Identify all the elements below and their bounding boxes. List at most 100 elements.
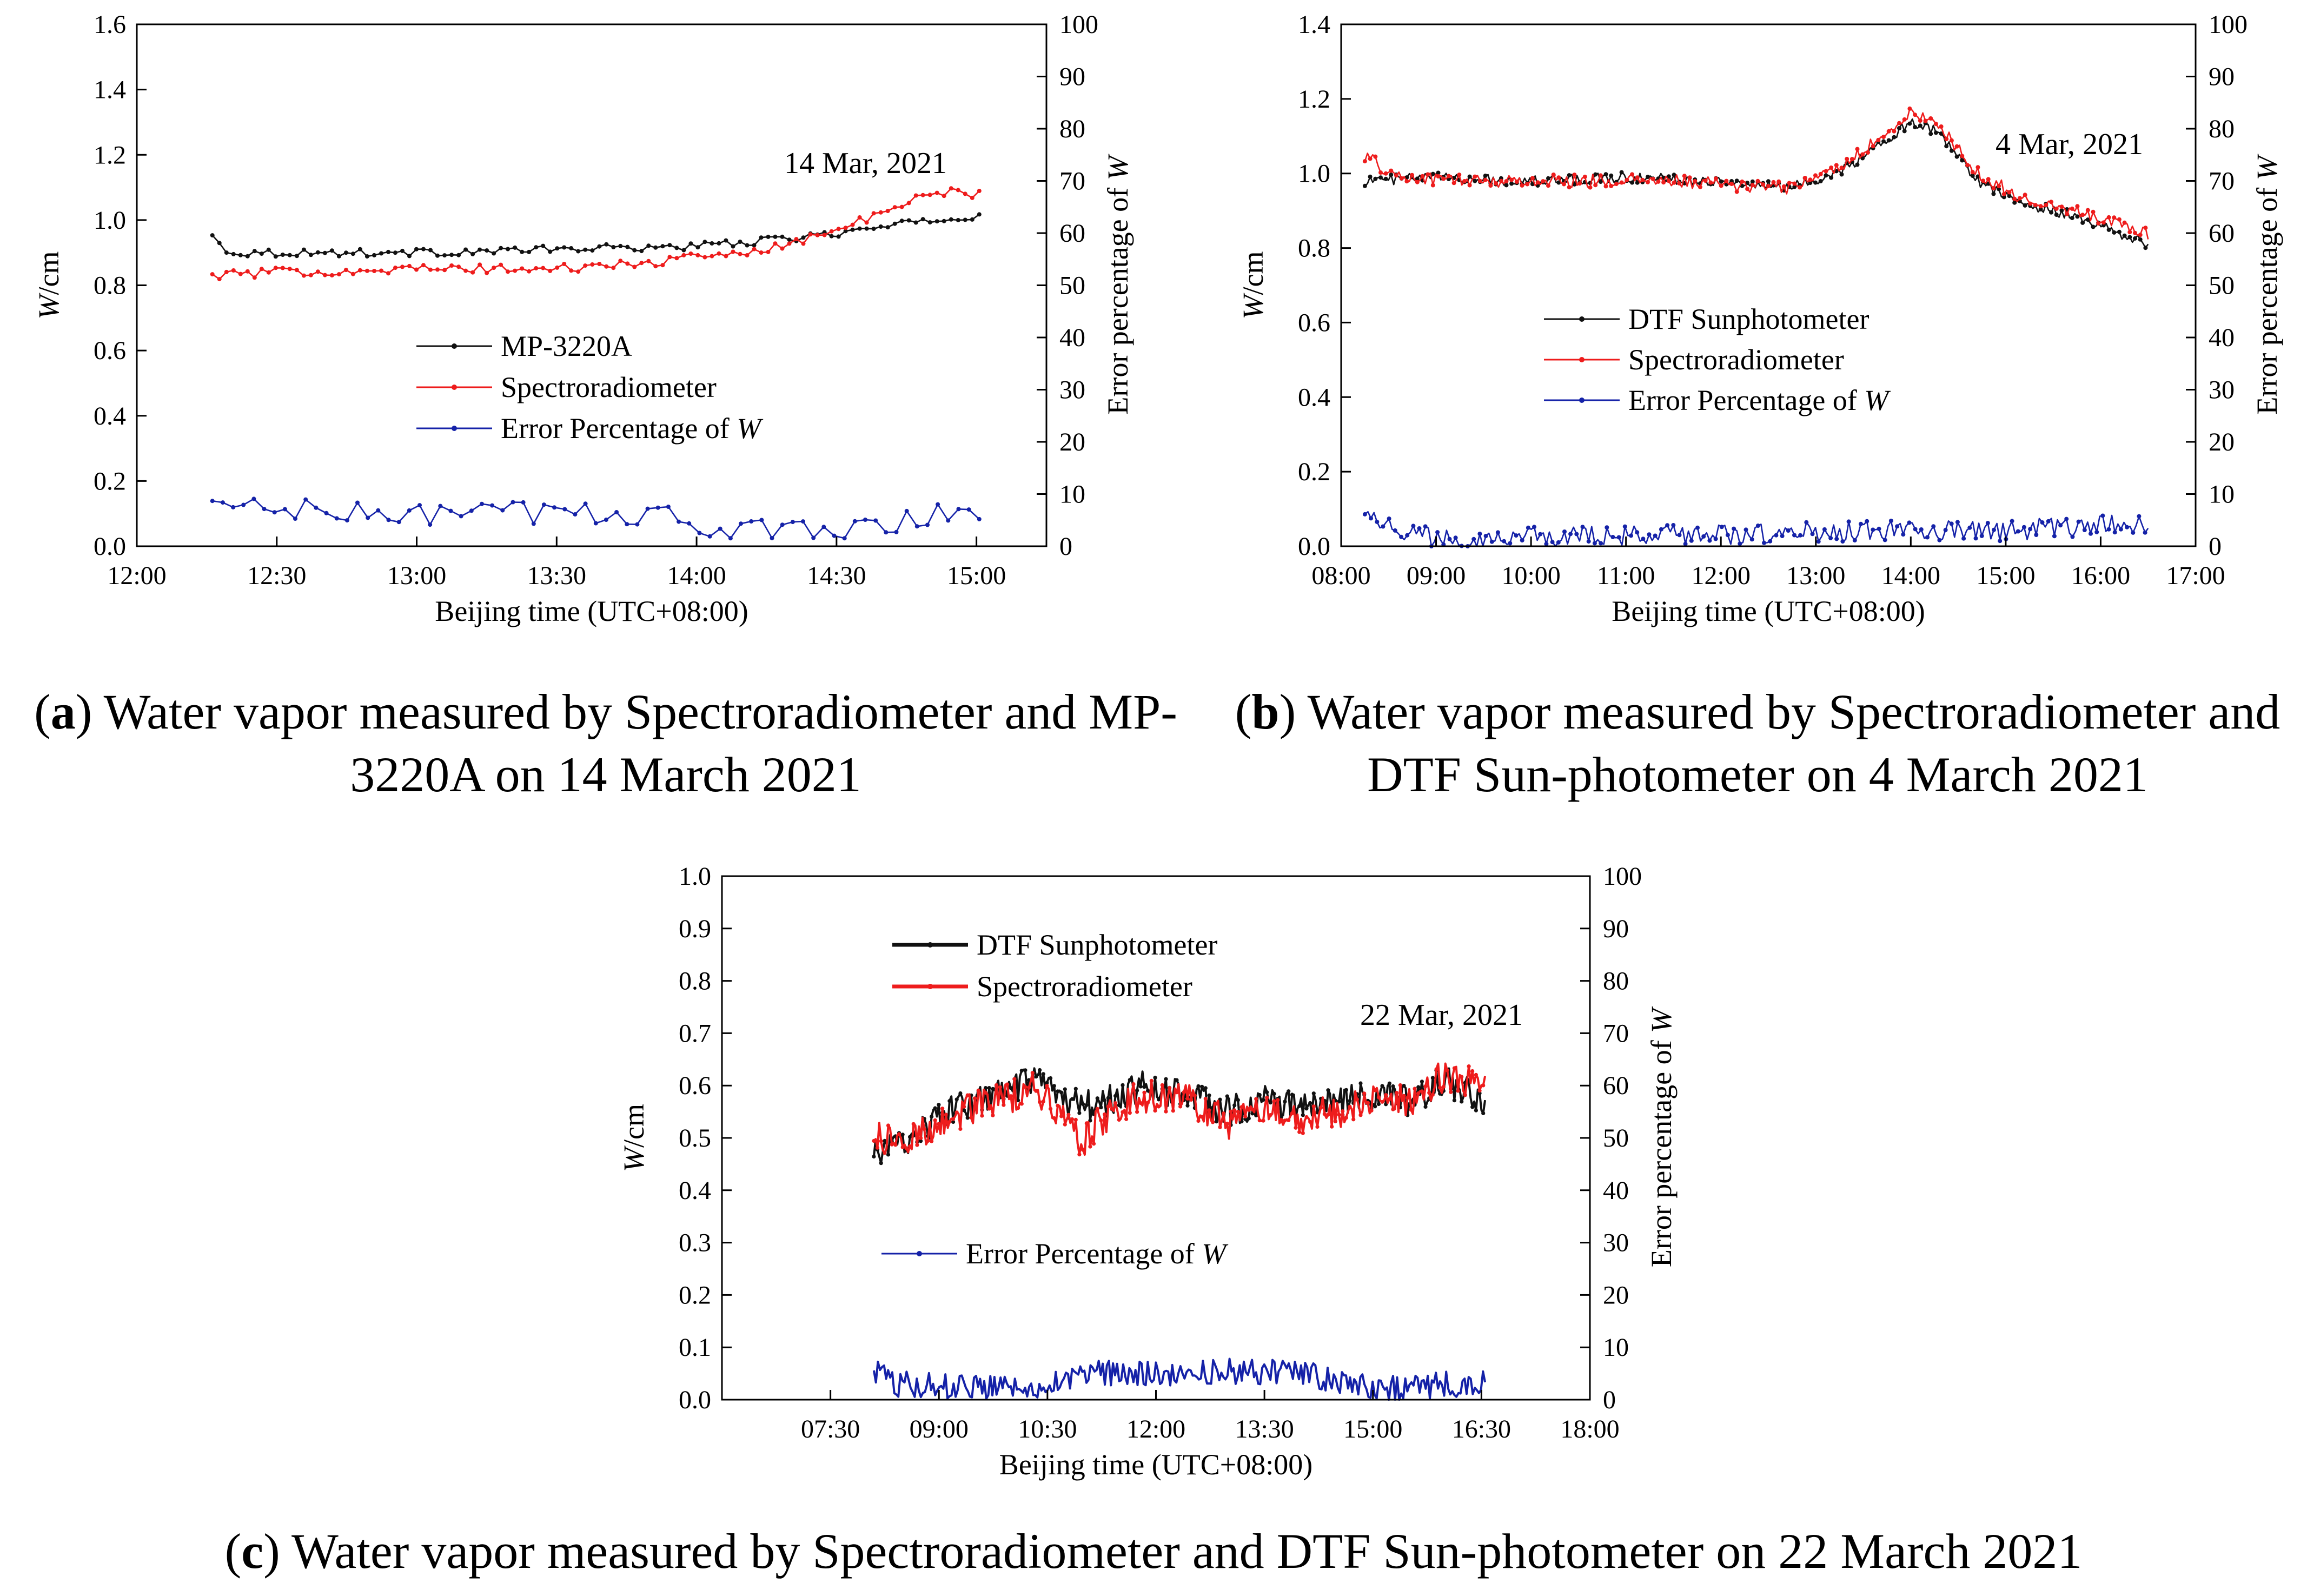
data-point-a-0: [611, 245, 616, 249]
data-point-a-2: [666, 505, 671, 509]
data-point-b-1: [1661, 180, 1666, 185]
data-point-b-2: [2082, 528, 2087, 532]
data-point-b-0: [1944, 144, 1949, 149]
legend-marker-a-0: [452, 343, 457, 349]
data-point-a-1: [632, 264, 637, 269]
data-point-a-2: [573, 512, 578, 516]
data-point-c-1: [944, 1112, 948, 1117]
data-point-a-1: [815, 233, 820, 237]
data-point-b-2: [1689, 538, 1694, 543]
data-point-b-2: [1417, 526, 1422, 531]
data-point-c-0: [1034, 1075, 1038, 1079]
data-point-b-0: [2122, 233, 2127, 238]
data-point-b-2: [1399, 534, 1403, 539]
data-point-c-1: [1474, 1072, 1478, 1077]
data-point-c-0: [1084, 1103, 1089, 1107]
legend-label-b-2: Error Percentage of W: [1628, 384, 1891, 416]
data-point-c-1: [872, 1138, 876, 1143]
data-point-a-1: [611, 266, 616, 270]
data-point-c-1: [1427, 1090, 1431, 1095]
data-point-b-1: [1535, 180, 1540, 185]
data-point-a-2: [718, 526, 722, 531]
data-point-c-1: [1452, 1066, 1456, 1070]
data-point-a-1: [534, 266, 539, 270]
data-point-a-1: [224, 269, 229, 274]
data-point-c-0: [1232, 1103, 1237, 1108]
data-point-a-0: [308, 253, 313, 257]
data-point-a-1: [717, 251, 721, 256]
data-point-a-1: [731, 249, 735, 254]
data-point-b-1: [1426, 172, 1430, 177]
data-point-c-0: [1045, 1081, 1049, 1085]
data-point-b-1: [1635, 175, 1640, 180]
data-point-a-1: [562, 262, 567, 266]
series-line-c-0: [872, 1067, 1487, 1164]
data-point-a-2: [282, 507, 287, 512]
data-point-b-1: [1666, 178, 1671, 183]
data-point-a-2: [677, 519, 681, 524]
data-point-c-1: [951, 1117, 956, 1121]
data-point-a-1: [308, 273, 313, 277]
data-point-c-1: [940, 1107, 945, 1111]
plot-frame-b: [1340, 23, 2197, 547]
data-point-a-1: [787, 241, 792, 246]
data-point-c-1: [1337, 1112, 1341, 1117]
y-left-tick-label-c: 0.8: [679, 967, 711, 996]
data-point-a-1: [513, 268, 518, 273]
data-point-c-0: [1207, 1093, 1211, 1097]
data-point-b-2: [1998, 539, 2003, 544]
y-left-tick-label-c: 0.5: [679, 1124, 711, 1153]
data-point-c-1: [1131, 1082, 1136, 1087]
data-point-b-2: [1786, 528, 1791, 533]
data-point-b-1: [1467, 183, 1472, 188]
data-point-b-1: [1771, 180, 1776, 184]
data-point-b-2: [2100, 513, 2105, 518]
data-point-b-0: [1855, 162, 1860, 167]
data-point-b-2: [1919, 527, 1924, 532]
y-right-tick-label-b: 100: [2209, 10, 2248, 39]
data-point-a-0: [913, 220, 918, 225]
data-point-c-1: [1304, 1115, 1309, 1120]
y-left-tick-label-a: 1.2: [94, 141, 126, 169]
data-point-c-1: [1449, 1090, 1453, 1094]
data-point-a-0: [393, 250, 397, 255]
data-point-b-0: [2038, 207, 2043, 211]
data-point-a-2: [780, 522, 785, 527]
data-point-a-0: [245, 254, 250, 259]
data-point-b-1: [1766, 184, 1771, 189]
data-point-b-0: [1483, 174, 1488, 178]
x-tick-label-c: 15:00: [1343, 1415, 1402, 1443]
data-point-c-1: [930, 1139, 934, 1143]
data-point-c-1: [1247, 1108, 1251, 1112]
data-point-a-1: [688, 251, 693, 256]
data-point-a-0: [562, 245, 567, 250]
data-point-c-0: [1142, 1085, 1146, 1089]
data-point-b-1: [1714, 176, 1718, 181]
data-point-c-0: [1290, 1092, 1294, 1097]
data-point-c-1: [1218, 1125, 1222, 1129]
data-point-b-1: [1473, 174, 1477, 179]
y-right-tick-label-a: 20: [1059, 428, 1085, 456]
y-right-tick-label-b: 60: [2209, 219, 2235, 248]
data-point-c-0: [1452, 1098, 1456, 1103]
y-left-tick-label-c: 1.0: [679, 862, 711, 891]
data-point-c-0: [1311, 1091, 1316, 1096]
data-point-c-1: [1012, 1077, 1017, 1081]
data-point-b-2: [1483, 534, 1488, 538]
data-point-a-0: [667, 243, 672, 248]
data-point-b-2: [1768, 539, 1773, 544]
caption-a-letter: a: [50, 684, 76, 739]
data-point-a-1: [506, 269, 511, 274]
data-point-c-1: [947, 1120, 952, 1124]
data-point-b-2: [1780, 534, 1785, 538]
x-tick-label-a: 12:00: [107, 561, 166, 590]
data-point-c-1: [1092, 1142, 1096, 1146]
data-point-b-1: [1698, 184, 1702, 189]
data-point-c-1: [1365, 1101, 1370, 1105]
y-right-tick-label-c: 10: [1603, 1333, 1629, 1362]
data-point-c-1: [1460, 1075, 1464, 1079]
data-point-b-2: [1495, 530, 1500, 535]
data-point-c-0: [900, 1133, 905, 1137]
data-point-c-1: [1308, 1120, 1312, 1124]
